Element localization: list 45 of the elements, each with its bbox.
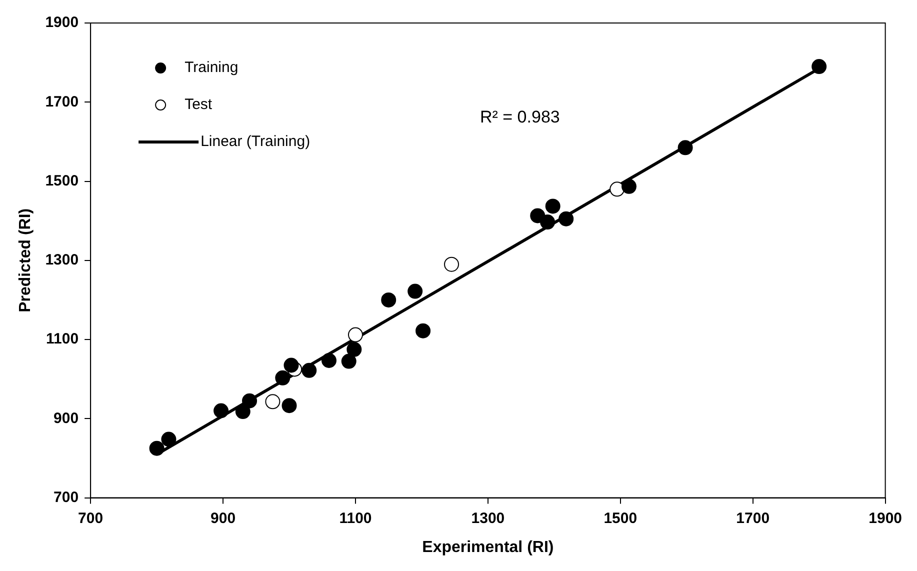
x-tick-label: 900 [210,510,236,527]
point [282,398,297,414]
point [321,353,336,368]
point [558,211,574,226]
y-axis-title: Predicted (RI) [17,208,34,312]
point [235,404,250,420]
point [341,354,356,369]
point [302,362,317,378]
point [346,342,362,357]
y-tick-label: 1500 [45,172,79,190]
y-tick-label: 1900 [45,14,79,32]
point [610,182,625,197]
point [408,284,423,299]
y-tick-label: 1300 [45,252,79,269]
x-tick-label: 1300 [471,510,505,527]
point [545,198,560,214]
legend-label: Training [184,59,238,76]
point [678,140,693,156]
x-tick-label: 700 [78,510,104,527]
point [284,358,299,373]
x-axis-title: Experimental (RI) [422,538,554,556]
point [812,59,827,74]
x-tick-label: 1500 [604,510,638,527]
y-tick-label: 1100 [46,330,79,348]
point [265,394,280,410]
point [540,214,556,230]
point [348,327,363,342]
legend-label: Test [184,96,213,114]
point [214,403,229,418]
point [149,440,164,456]
y-tick-label: 900 [54,410,79,427]
point [275,370,290,386]
y-tick-label: 1700 [45,93,79,110]
point [161,432,176,447]
x-tick-label: 1700 [736,510,770,527]
point [444,256,460,272]
point [416,323,431,338]
x-tick-label: 1100 [339,510,372,527]
annotation: R² = 0.983 [480,108,560,127]
point [622,178,637,194]
point [381,292,396,308]
y-tick-label: 700 [54,488,79,506]
point [242,393,258,408]
legend-label: Linear (Training) [200,133,310,150]
x-tick-label: 1900 [868,510,902,527]
